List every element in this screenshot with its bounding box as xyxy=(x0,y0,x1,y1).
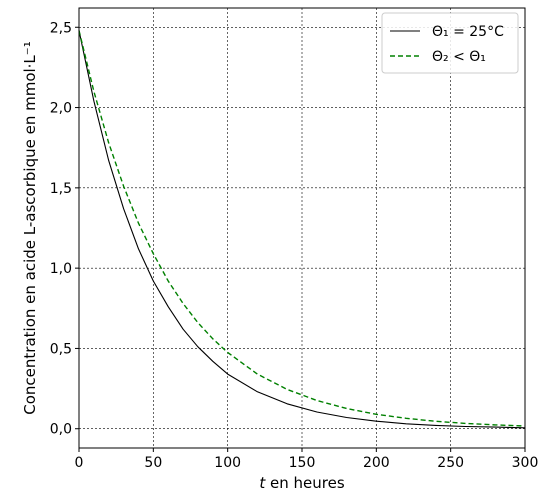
x-axis-label: t en heures xyxy=(259,474,344,492)
y-tick-label: 0,0 xyxy=(50,422,72,438)
y-tick-label: 0,5 xyxy=(50,341,72,357)
x-tick-label: 100 xyxy=(214,455,241,471)
legend-label: Θ₂ < Θ₁ xyxy=(432,49,486,65)
y-tick-label: 1,0 xyxy=(50,261,72,277)
grid-lines xyxy=(78,8,526,448)
series-lines xyxy=(78,30,526,429)
y-tick-label: 2,0 xyxy=(50,101,72,117)
series-line xyxy=(78,30,526,429)
legend-label: Θ₁ = 25°C xyxy=(432,24,504,40)
axis-ticks: 0 50 100 150 200 250 300 0,0 0,5 1,0 1,5 2,0 2,5 xyxy=(50,20,539,471)
x-tick-label: 200 xyxy=(363,455,390,471)
legend-box xyxy=(381,12,519,74)
y-tick-label: 1,5 xyxy=(50,181,72,197)
series-line xyxy=(78,30,526,427)
x-tick-label: 0 xyxy=(75,455,84,471)
y-tick-label: 2,5 xyxy=(50,20,72,36)
x-tick-label: 250 xyxy=(437,455,464,471)
x-tick-label: 150 xyxy=(289,455,316,471)
legend: Θ₁ = 25°C Θ₂ < Θ₁ xyxy=(381,12,519,74)
y-axis-label: Concentration en acide L-ascorbique en m… xyxy=(21,41,39,414)
x-tick-label: 50 xyxy=(144,455,162,471)
x-tick-label: 300 xyxy=(512,455,539,471)
